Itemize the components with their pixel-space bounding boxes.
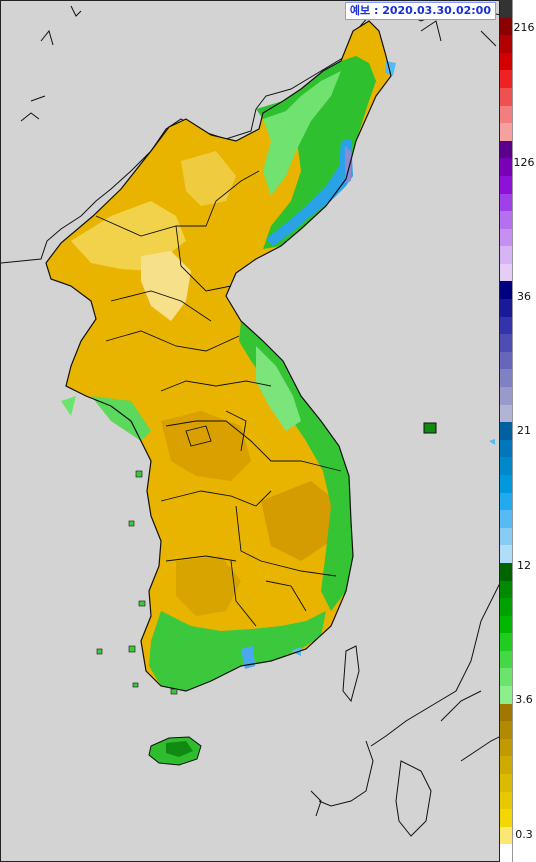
precipitation-legend: 216 126 36 21 12 3.6 0.3: [500, 0, 536, 862]
legend-swatch: [500, 844, 512, 862]
legend-tick-12: 12: [517, 559, 531, 572]
legend-swatch: [500, 316, 512, 335]
legend-swatch: [500, 228, 512, 247]
legend-swatch: [500, 123, 512, 142]
legend-tick-216: 216: [513, 21, 535, 34]
legend-swatch: [500, 70, 512, 89]
legend-swatch: [500, 721, 512, 740]
precipitation-map: 예보 : 2020.03.30.02:00: [0, 0, 500, 862]
legend-swatch: [500, 474, 512, 494]
legend-swatch: [500, 457, 512, 476]
legend-swatch: [500, 598, 512, 617]
legend-swatch: [500, 633, 512, 652]
legend-swatch: [500, 668, 512, 687]
legend-swatch: [500, 774, 512, 793]
legend-swatch: [500, 686, 512, 705]
legend-color-scale: [500, 0, 513, 862]
legend-swatch: [500, 562, 512, 582]
legend-swatch: [500, 545, 512, 564]
legend-swatch: [500, 299, 512, 318]
legend-swatch: [500, 140, 512, 159]
legend-swatch: [500, 826, 512, 845]
legend-swatch: [500, 439, 512, 458]
legend-swatch: [500, 703, 512, 722]
legend-swatch: [500, 387, 512, 406]
legend-swatch: [500, 35, 512, 54]
legend-tick-0-3: 0.3: [515, 828, 533, 841]
legend-swatch: [500, 52, 512, 71]
legend-swatch: [500, 791, 512, 810]
legend-swatch: [500, 246, 512, 265]
legend-swatch: [500, 281, 512, 300]
legend-swatch: [500, 175, 512, 194]
legend-swatch: [500, 263, 512, 282]
legend-swatch: [500, 422, 512, 441]
legend-swatch: [500, 580, 512, 599]
legend-tick-126: 126: [513, 156, 535, 169]
legend-swatch: [500, 17, 512, 36]
forecast-timestamp: 예보 : 2020.03.30.02:00: [344, 2, 496, 20]
legend-tick-21: 21: [517, 424, 531, 437]
legend-swatch: [500, 738, 512, 757]
legend-swatch: [500, 87, 512, 107]
legend-swatch: [500, 0, 512, 19]
legend-swatch: [500, 650, 512, 669]
legend-tick-3-6: 3.6: [515, 693, 533, 706]
legend-swatch: [500, 492, 512, 511]
legend-swatch: [500, 527, 512, 546]
legend-swatch: [500, 369, 512, 388]
legend-swatch: [500, 193, 512, 212]
legend-swatch: [500, 158, 512, 177]
legend-swatch: [500, 105, 512, 124]
legend-swatch: [500, 809, 512, 828]
legend-swatch: [500, 510, 512, 529]
korea-peninsula-map: [1, 5, 499, 837]
legend-swatch: [500, 404, 512, 423]
legend-swatch: [500, 211, 512, 230]
legend-swatch: [500, 756, 512, 775]
legend-tick-36: 36: [517, 290, 531, 303]
legend-swatch: [500, 351, 512, 370]
legend-swatch: [500, 334, 512, 353]
legend-swatch: [500, 615, 512, 634]
